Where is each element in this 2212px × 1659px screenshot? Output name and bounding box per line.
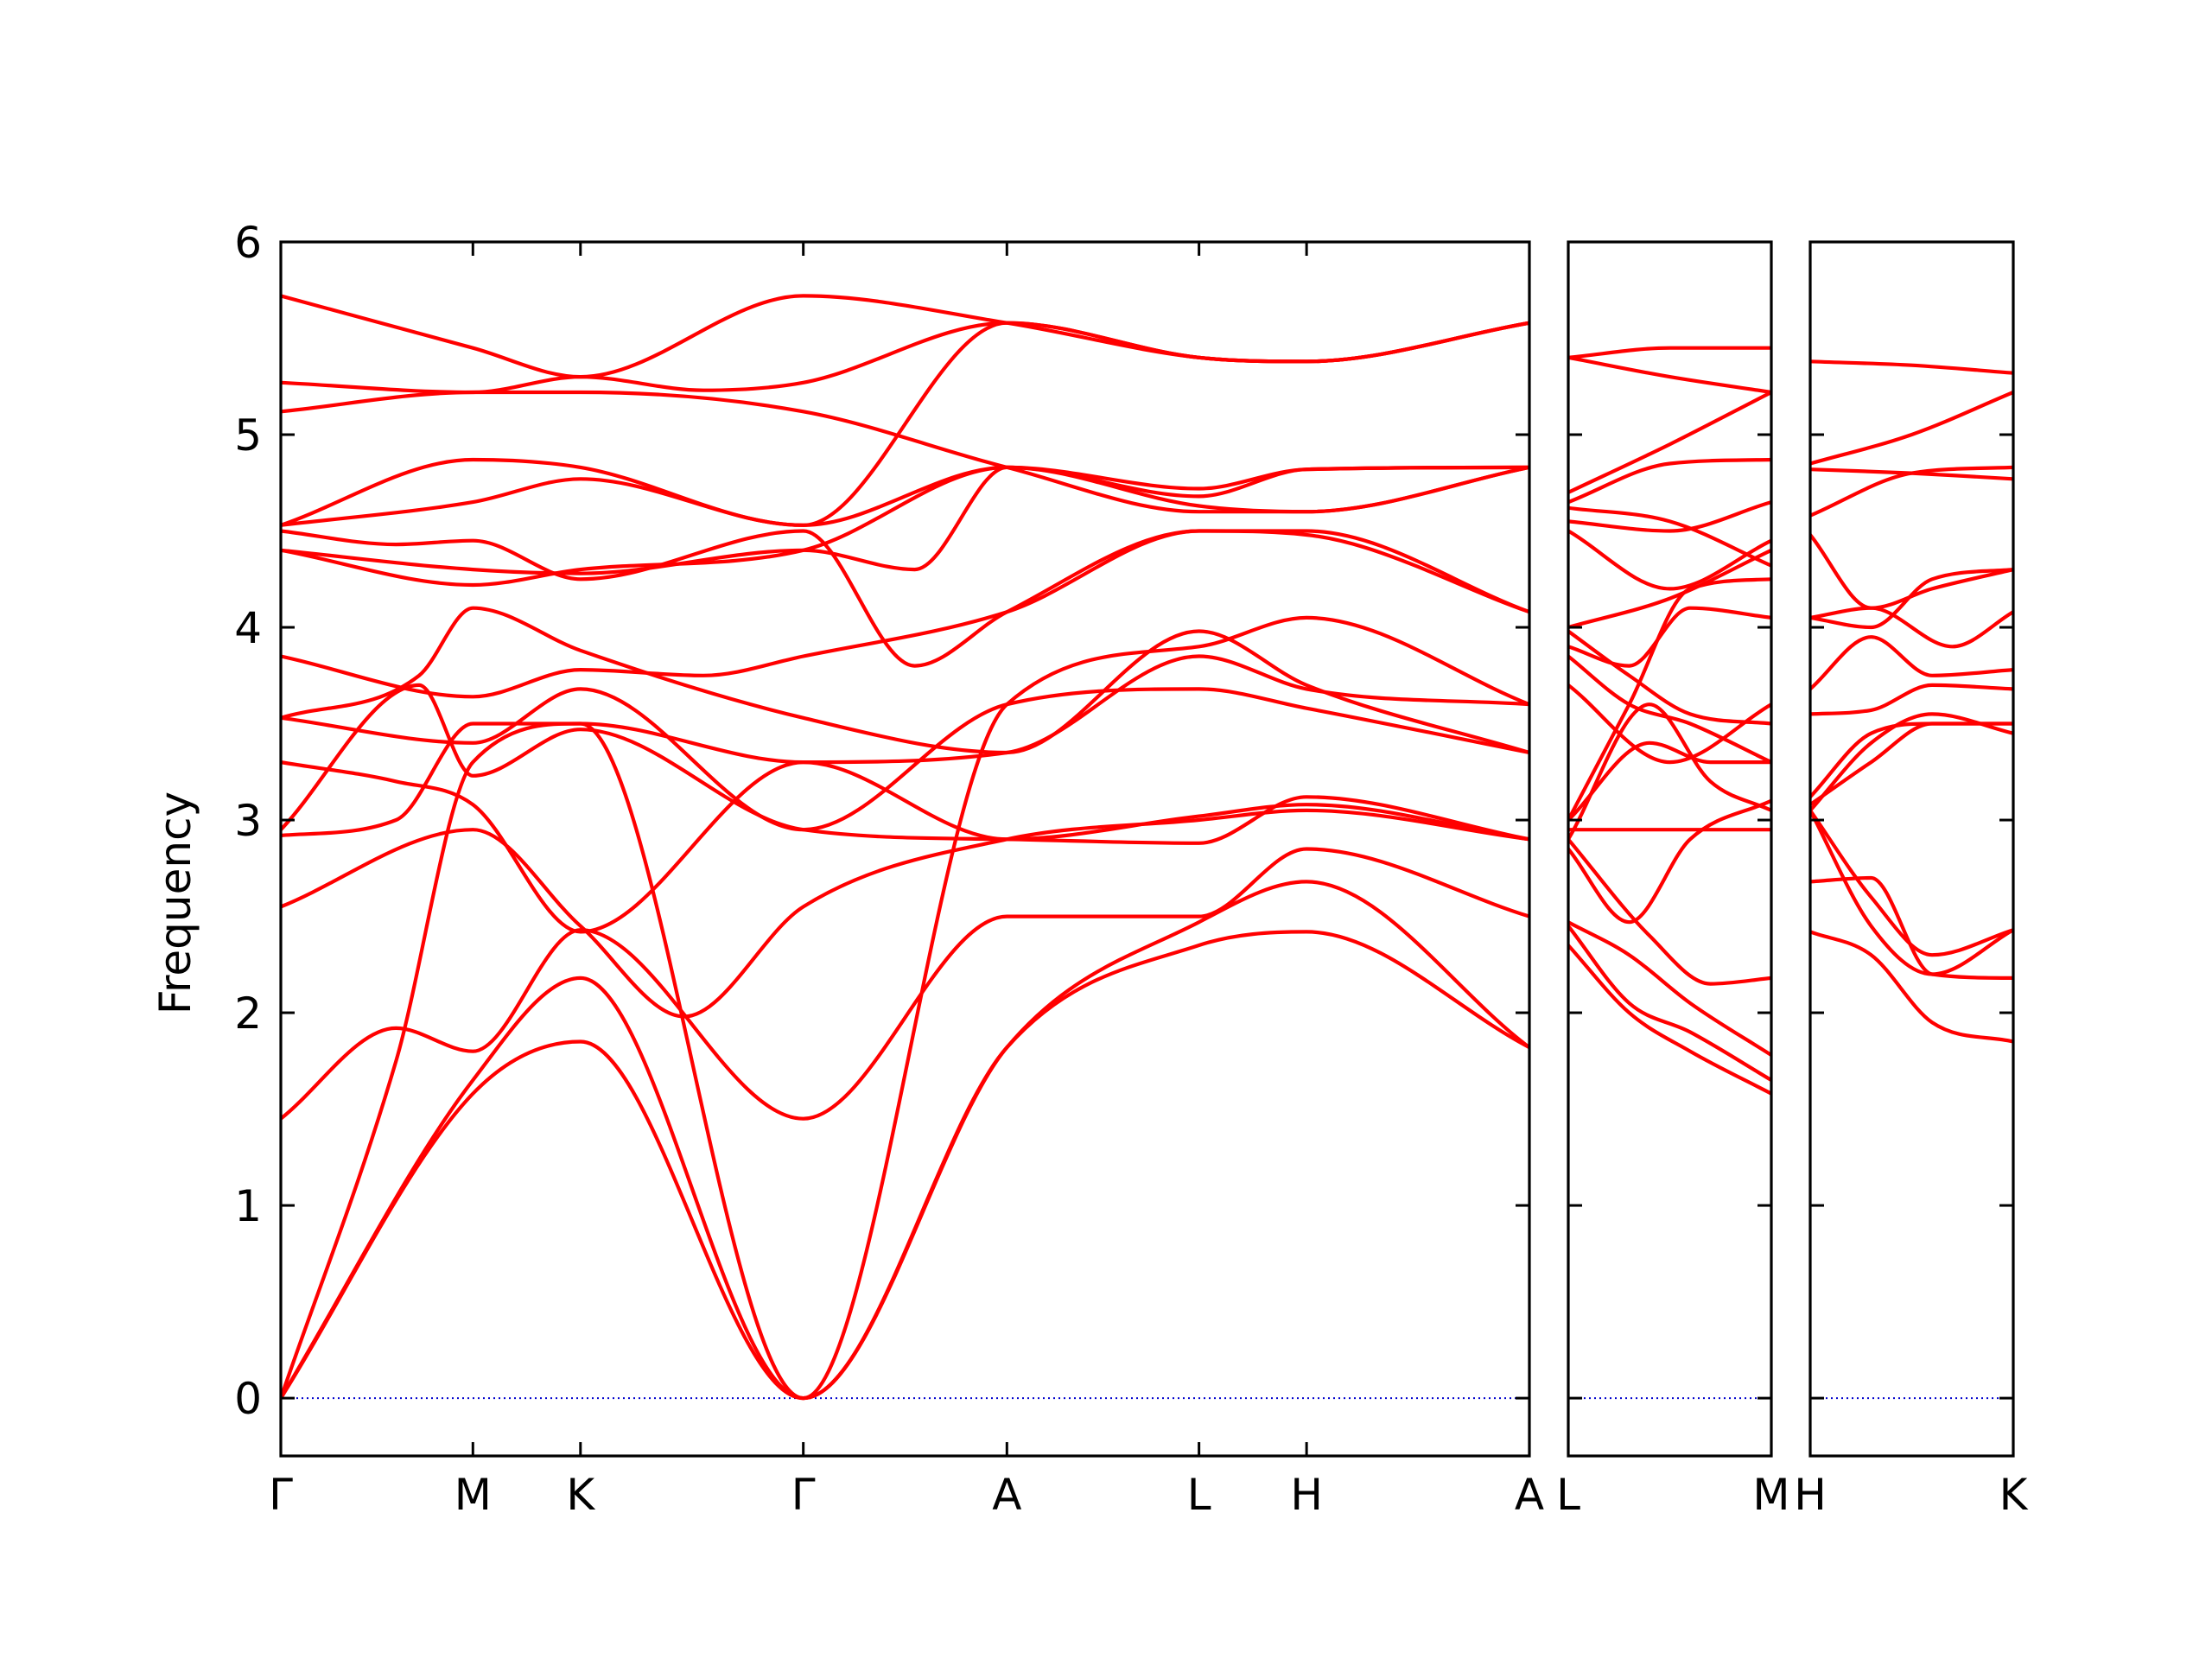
band-line-4 [1568, 837, 1771, 986]
band-line-15 [1568, 529, 1771, 591]
x-tick-label: A [992, 1470, 1021, 1520]
band-line-21 [1568, 346, 1771, 359]
band-line-7 [281, 760, 1529, 934]
band-line-16 [1810, 359, 2013, 375]
band-line-7 [1568, 741, 1771, 823]
x-tick-label: Γ [269, 1470, 293, 1520]
x-tick-label: H [1290, 1470, 1323, 1520]
band-line-2 [281, 880, 1529, 1401]
plot-frame [1567, 240, 1773, 1458]
band-line-9 [1810, 635, 2013, 691]
x-tick-label: L [1187, 1470, 1211, 1520]
band-lines [281, 294, 1529, 1401]
band-line-17 [1568, 505, 1771, 568]
x-tick-label: K [1999, 1470, 2029, 1520]
band-line-9 [1568, 683, 1771, 765]
band-line-14 [281, 529, 1529, 668]
x-tick-label: H [1794, 1470, 1827, 1520]
band-line-16 [1568, 500, 1771, 533]
band-line-9 [281, 654, 1529, 837]
y-tick-label: 2 [234, 988, 262, 1039]
band-line-8 [281, 687, 1529, 832]
band-line-12 [1810, 568, 2013, 630]
band-line-4 [1810, 808, 2013, 976]
x-tick-label: A [1515, 1470, 1544, 1520]
band-line-8 [1568, 702, 1771, 842]
band-line-13 [1568, 606, 1771, 668]
band-line-10 [1810, 606, 2013, 649]
band-line-11 [281, 606, 1529, 755]
band-line-1 [1568, 943, 1771, 1096]
y-tick-label: 3 [234, 796, 262, 846]
band-lines [1810, 359, 2013, 1044]
band-line-3 [281, 615, 1529, 1401]
band-line-15 [1810, 390, 2013, 466]
x-tick-label: Γ [791, 1470, 816, 1520]
band-line-2 [1810, 875, 2013, 980]
band-line-5 [1568, 798, 1771, 925]
band-line-19 [281, 294, 1529, 379]
y-tick-label: 6 [234, 218, 262, 268]
y-tick-label: 5 [234, 410, 262, 461]
x-tick-label: K [566, 1470, 595, 1520]
band-line-18 [1568, 457, 1771, 505]
band-line-11 [1568, 654, 1771, 765]
plot-frame [279, 240, 1531, 1458]
x-tick-label: L [1556, 1470, 1580, 1520]
band-lines [1568, 346, 1771, 1096]
y-tick-label: 4 [234, 603, 262, 653]
x-tick-label: M [1752, 1470, 1789, 1520]
band-line-1 [1810, 930, 2013, 1044]
band-line-14 [1568, 548, 1771, 630]
y-axis-label: Frequency [150, 791, 200, 1014]
band-line-7 [1810, 721, 2013, 799]
y-tick-label: 1 [234, 1181, 262, 1231]
band-line-19 [1568, 390, 1771, 494]
band-line-10 [281, 529, 1529, 699]
band-line-20 [1568, 355, 1771, 395]
band-line-15 [281, 465, 1529, 527]
y-tick-label: 0 [234, 1374, 262, 1424]
band-line-4 [281, 847, 1529, 1121]
band-line-12 [1568, 629, 1771, 726]
band-line-3 [1568, 920, 1771, 1058]
band-line-14 [1810, 467, 2013, 481]
x-tick-label: M [454, 1470, 492, 1520]
band-line-10 [1568, 577, 1771, 823]
band-line-2 [1568, 924, 1771, 1083]
plot-frame [1808, 240, 2015, 1458]
band-line-5 [281, 808, 1529, 1019]
band-line-3 [1810, 808, 2013, 957]
band-line-11 [1810, 532, 2013, 610]
band-line-8 [1810, 683, 2013, 716]
panel-main: 0 1 2 3 4 5 6 Γ M K Γ A L H A [234, 218, 1544, 1520]
